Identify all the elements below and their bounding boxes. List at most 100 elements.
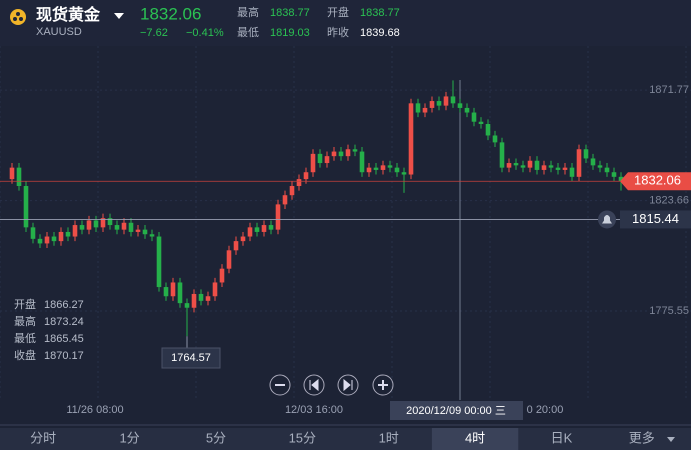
end-button[interactable]	[337, 374, 359, 396]
candle-body	[394, 167, 400, 173]
candle-body	[471, 112, 477, 122]
candle-body	[100, 218, 106, 228]
stat-label: 最高	[237, 5, 259, 19]
dropdown-arrow[interactable]	[114, 13, 124, 19]
info-value: 1865.45	[44, 333, 84, 345]
candle-body	[37, 238, 43, 244]
candle-body	[548, 165, 554, 168]
candle-body	[408, 103, 414, 175]
stat-value: 1839.68	[360, 27, 400, 39]
tabs: 分时 1分 5分 15分 1时 4时 日K 更多	[30, 428, 675, 450]
candle-body	[296, 179, 302, 187]
header-bar	[0, 0, 691, 46]
ohlc-info: 开盘 1866.27 最高 1873.24 最低 1865.45 收盘 1870.17	[14, 297, 84, 362]
tab[interactable]: 5分	[206, 430, 226, 445]
alert-tag	[620, 210, 691, 229]
candle-body	[429, 101, 435, 108]
candle-body	[247, 227, 253, 237]
candle-body	[9, 167, 15, 180]
more-arrow[interactable]	[667, 437, 675, 442]
symbol-name[interactable]: 现货黄金	[36, 5, 101, 24]
candle-body	[205, 296, 211, 301]
candle-body	[443, 96, 449, 106]
candle-body	[457, 103, 463, 108]
stat-value: 1838.77	[360, 7, 400, 19]
candle-body	[464, 107, 470, 113]
candle-body	[436, 101, 442, 106]
candle-body	[268, 225, 274, 230]
candle-body	[142, 229, 148, 235]
candle-body	[72, 225, 78, 237]
candle-body	[198, 293, 204, 301]
icon	[378, 380, 388, 390]
candle-body	[520, 165, 526, 168]
tab[interactable]: 1分	[119, 430, 139, 445]
last-price-tag	[620, 172, 691, 191]
tab[interactable]: 更多	[629, 430, 655, 445]
active-tab-bg	[431, 428, 519, 450]
candle-body	[233, 241, 239, 251]
start-button[interactable]	[303, 374, 325, 396]
tab[interactable]: 日K	[551, 430, 573, 445]
candle-body	[583, 149, 589, 159]
last-price-label: 1832.06	[634, 173, 681, 188]
candle-body	[380, 165, 386, 170]
tab[interactable]: 15分	[289, 430, 316, 445]
candle-body	[366, 167, 372, 173]
candle-body	[555, 167, 561, 170]
candle-body	[16, 167, 22, 187]
zoom-out-button[interactable]	[269, 374, 291, 396]
alert-label: 1815.44	[632, 211, 679, 226]
candle-body	[275, 204, 281, 230]
candle-body	[415, 103, 421, 113]
tab[interactable]: 分时	[30, 430, 56, 445]
candle-body	[107, 218, 113, 226]
candle-body	[93, 220, 99, 228]
candle-body	[513, 163, 519, 166]
candle-body	[576, 149, 582, 177]
candle-body	[373, 167, 379, 170]
candle-body	[163, 287, 169, 297]
candle-body	[450, 96, 456, 104]
tab[interactable]: 4时	[465, 430, 485, 445]
y-tick-label: 1823.66	[649, 194, 689, 206]
candle-body	[590, 158, 596, 166]
candle-body	[485, 124, 491, 136]
change-pct: −0.41%	[186, 27, 224, 39]
gold-icon-dot	[16, 12, 20, 16]
candle-body	[345, 149, 351, 157]
candle-body	[331, 151, 337, 157]
candle-body	[226, 250, 232, 269]
info-label: 最高	[14, 314, 36, 328]
candle-body	[478, 121, 484, 125]
crosshair-label-box	[390, 401, 523, 420]
candle-body	[569, 167, 575, 177]
stats: 最高 1838.77 开盘 1838.77 最低 1819.03 昨收 1839.68	[237, 5, 400, 39]
candle-body	[191, 293, 197, 308]
candle-body	[121, 222, 127, 230]
candle-body	[240, 236, 246, 242]
candle-body	[324, 156, 330, 164]
tab[interactable]: 1时	[379, 430, 399, 445]
chart: 1775.55 1823.66 1871.77 1832.06 1815.44 1764.…	[0, 46, 691, 420]
tab-bar	[0, 428, 691, 450]
candle-body	[604, 167, 610, 173]
candle-body	[44, 236, 50, 244]
candle-body	[86, 220, 92, 230]
candle-body	[128, 222, 134, 232]
y-tick-label: 1775.55	[649, 305, 689, 317]
candle-body	[184, 303, 190, 308]
candle-body	[611, 172, 617, 177]
candle-body	[177, 282, 183, 304]
candle-body	[135, 229, 141, 232]
low-marker-box	[161, 347, 221, 369]
zoom-in-button[interactable]	[372, 374, 394, 396]
nav-buttons	[269, 374, 394, 396]
x-tick-label: 12/03 16:00	[285, 404, 343, 416]
candle-body	[23, 186, 29, 228]
candle-body	[254, 227, 260, 232]
candle-body	[58, 231, 64, 242]
x-tick-label: 11/26 08:00	[66, 404, 123, 416]
candle-body	[51, 236, 57, 242]
info-label: 开盘	[14, 297, 36, 311]
